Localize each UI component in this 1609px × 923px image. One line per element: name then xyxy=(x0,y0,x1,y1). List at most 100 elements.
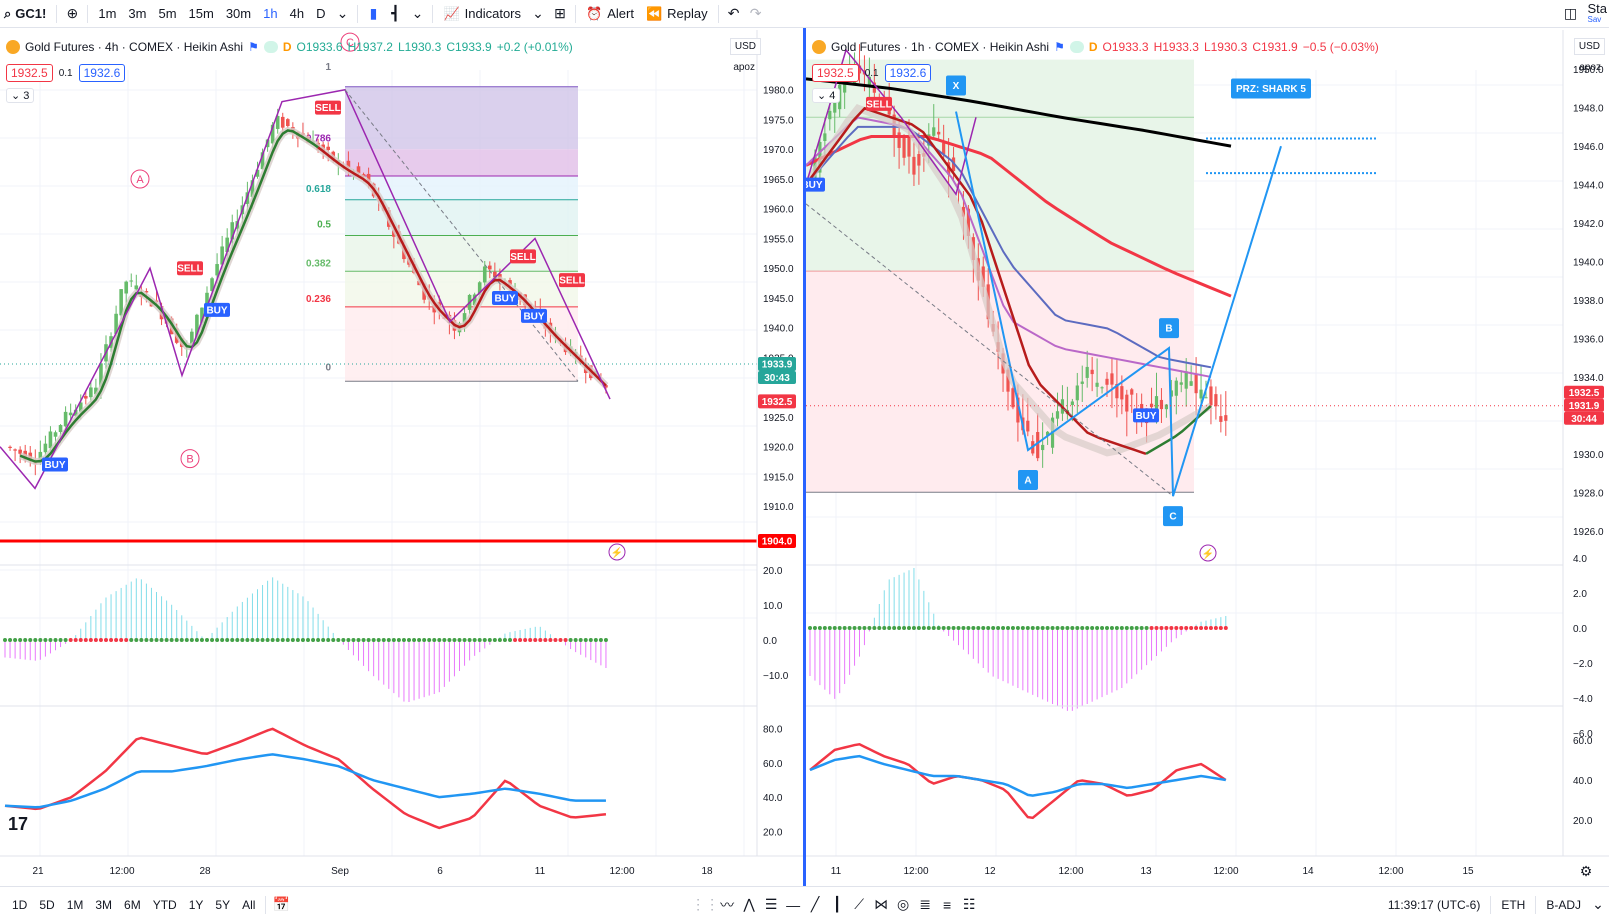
chevron-down-icon: ⌄ xyxy=(11,90,21,102)
range-1m[interactable]: 1M xyxy=(66,897,84,912)
buy-price-button[interactable]: 1932.6 xyxy=(884,64,932,82)
undo-icon[interactable]: ↶ xyxy=(727,5,740,21)
signal-buy-bg xyxy=(204,302,230,317)
zero-dot xyxy=(316,638,321,642)
right-chart-canvas[interactable]: PRZ: SHARK 5 X A B C SELL BUY BUY ⚡ 1950.0 1948.0 1… xyxy=(806,30,1609,886)
candle-body xyxy=(1214,394,1218,407)
range-ytd[interactable]: YTD xyxy=(152,897,177,912)
price-axis-label: 1965.0 xyxy=(763,175,794,186)
fib-retracement-icon[interactable]: ☰ xyxy=(764,896,778,912)
interval-15m[interactable]: 15m xyxy=(188,6,214,21)
save-label: Sav xyxy=(1587,14,1602,24)
fib-channel-icon[interactable]: ≣ xyxy=(919,896,931,912)
price-range-icon[interactable]: ≡ xyxy=(943,896,952,913)
interval-d[interactable]: D xyxy=(316,6,326,21)
shark-ab-line xyxy=(1027,347,1170,451)
left-chart-canvas[interactable]: 1 0.786 0.618 0.5 0.382 0.236 0 A B C BUY SELL BUY SE… xyxy=(0,30,803,886)
chevron-down-icon[interactable]: ⌄ xyxy=(336,5,349,21)
range-6m[interactable]: 6M xyxy=(124,897,141,912)
symbol-search[interactable]: ⌕ GC1! xyxy=(0,0,52,28)
clock[interactable]: 11:39:17 (UTC-6) xyxy=(1387,897,1481,912)
zero-dot xyxy=(462,638,467,642)
abcd-pattern-icon[interactable]: ⋀ xyxy=(743,896,755,912)
sell-price-button[interactable]: 1932.5 xyxy=(6,64,53,82)
chevron-down-icon[interactable]: ⌄ xyxy=(532,5,544,21)
redo-icon[interactable]: ↷ xyxy=(749,5,762,21)
chevron-down-icon[interactable]: ⌄ xyxy=(1592,896,1604,912)
range-all[interactable]: All xyxy=(242,897,256,912)
save-area[interactable]: Sta Sav xyxy=(1581,0,1609,28)
indicators-collapse-button[interactable]: ⌄ 3 xyxy=(6,88,35,103)
candles-chart-type-icon[interactable]: ▮ xyxy=(369,5,378,21)
range-1y[interactable]: 1Y xyxy=(188,897,204,912)
zero-dot xyxy=(822,626,827,630)
alarm-clock-icon: ⏰ xyxy=(586,5,603,21)
ray-icon[interactable]: ╱ xyxy=(810,896,820,912)
range-5d[interactable]: 5D xyxy=(39,897,55,912)
pane-divider[interactable] xyxy=(803,28,806,886)
bars-pattern-icon[interactable]: ┃ xyxy=(832,896,842,912)
indicators-button[interactable]: 📈 Indicators xyxy=(437,0,527,28)
layout-grid-icon[interactable]: ⊞ xyxy=(554,5,566,21)
price-axis-label: 1928.0 xyxy=(1573,488,1604,499)
indicators-collapse-button[interactable]: ⌄ 4 xyxy=(812,88,841,103)
xabcd-pattern-icon[interactable]: ⋈ xyxy=(874,896,889,912)
zero-dot xyxy=(129,638,134,642)
settings-gear-icon[interactable]: ⚙ xyxy=(1580,863,1593,879)
sidebar-toggle-icon[interactable]: ◫ xyxy=(1563,5,1578,21)
signal-sell-bg xyxy=(866,96,892,111)
session-toggle[interactable]: ETH xyxy=(1501,897,1526,912)
zero-dot xyxy=(371,638,376,642)
chart-title: Gold Futures · 4h · COMEX · Heikin Ashi xyxy=(25,40,244,54)
close-value: C1933.9 xyxy=(446,40,492,54)
fib-spiral-icon[interactable]: ◎ xyxy=(897,896,910,912)
candle-body xyxy=(867,76,871,86)
adjustment-toggle[interactable]: B-ADJ xyxy=(1546,897,1582,912)
zero-dot xyxy=(482,638,487,642)
zero-dot xyxy=(366,638,371,642)
currency-selector[interactable]: USD xyxy=(729,38,761,55)
right-chart-pane[interactable]: PRZ: SHARK 5 X A B C SELL BUY BUY ⚡ 1950.0 1948.0 1… xyxy=(806,30,1609,886)
currency-selector[interactable]: USD xyxy=(1573,38,1605,55)
tradingview-logo: 17 xyxy=(8,814,28,834)
range-3m[interactable]: 3M xyxy=(95,897,113,912)
zero-dot xyxy=(523,638,528,642)
chevron-down-icon[interactable]: ⌄ xyxy=(411,5,424,21)
replay-button[interactable]: ⏪ Replay xyxy=(640,0,714,28)
alert-button[interactable]: ⏰ Alert xyxy=(580,0,640,28)
flag-icon[interactable]: ⚑ xyxy=(248,40,259,54)
price-axis-label: 1915.0 xyxy=(763,472,794,483)
trend-line-icon[interactable]: ⟋ xyxy=(854,896,865,912)
interval-1m[interactable]: 1m xyxy=(98,6,117,21)
bars-chart-type-icon[interactable]: ┫ xyxy=(391,5,400,21)
elliott-wave-icon[interactable]: 〰 xyxy=(720,896,735,913)
drag-handle-icon[interactable]: ⋮⋮ xyxy=(691,896,720,912)
interval-30m[interactable]: 30m xyxy=(225,6,252,21)
interval-3m[interactable]: 3m xyxy=(128,6,147,21)
zero-dot xyxy=(882,626,887,630)
zero-dot xyxy=(250,638,255,642)
wave-label: C xyxy=(346,37,354,49)
go-to-date-icon[interactable]: 📅 xyxy=(272,896,291,912)
flag-icon[interactable]: ⚑ xyxy=(1054,40,1065,54)
zero-dot xyxy=(1055,626,1060,630)
price-axis-label: 1938.0 xyxy=(1573,296,1604,307)
zero-dot xyxy=(401,638,406,642)
zero-dot xyxy=(174,638,179,642)
left-chart-pane[interactable]: 1 0.786 0.618 0.5 0.382 0.236 0 A B C BUY SELL BUY SE… xyxy=(0,30,803,886)
candle-body xyxy=(220,246,224,265)
horizontal-line-icon[interactable]: ― xyxy=(786,896,801,913)
zero-dot xyxy=(306,638,310,642)
range-5y[interactable]: 5Y xyxy=(215,897,231,912)
compare-add-icon[interactable]: ⊕ xyxy=(66,5,79,21)
interval-1h[interactable]: 1h xyxy=(263,6,278,21)
text-lines-icon[interactable]: ☷ xyxy=(962,896,976,912)
buy-price-button[interactable]: 1932.6 xyxy=(78,64,126,82)
sell-price-button[interactable]: 1932.5 xyxy=(812,64,859,82)
interval-4h[interactable]: 4h xyxy=(289,6,305,21)
range-1d[interactable]: 1D xyxy=(12,897,28,912)
interval-5m[interactable]: 5m xyxy=(158,6,177,21)
zero-dot xyxy=(1144,626,1149,630)
candle-body xyxy=(1026,420,1030,432)
candle-body xyxy=(897,132,901,148)
